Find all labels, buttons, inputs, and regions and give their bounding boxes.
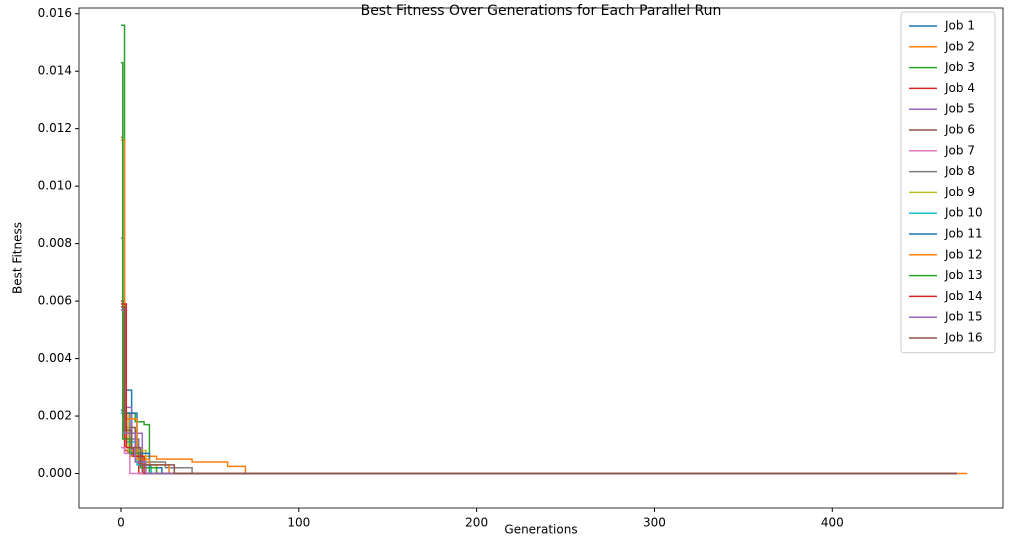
series-line xyxy=(120,409,957,475)
y-axis-label: Best Fitness xyxy=(11,222,25,294)
x-axis-label: Generations xyxy=(504,523,577,537)
x-tick-label: 0 xyxy=(117,516,125,530)
series-line xyxy=(120,446,957,475)
y-tick-label: 0.008 xyxy=(38,236,72,250)
legend-label: Job 2 xyxy=(944,39,975,53)
legend-label: Job 1 xyxy=(944,19,975,33)
legend-label: Job 4 xyxy=(944,81,975,95)
x-tick-label: 200 xyxy=(465,516,488,530)
series-line xyxy=(120,136,968,475)
series-line xyxy=(120,308,957,475)
series-line xyxy=(120,412,957,475)
series-line xyxy=(120,24,957,475)
y-tick-label: 0.006 xyxy=(38,294,72,308)
series-line xyxy=(120,412,957,475)
y-tick-label: 0.004 xyxy=(38,351,72,365)
y-tick-label: 0.016 xyxy=(38,6,72,20)
y-tick-label: 0.010 xyxy=(38,179,72,193)
legend-label: Job 7 xyxy=(944,143,975,157)
legend-label: Job 12 xyxy=(944,247,983,261)
series-line xyxy=(120,412,957,475)
plot-frame xyxy=(78,7,1004,509)
x-tick-label: 100 xyxy=(287,516,310,530)
legend-label: Job 11 xyxy=(944,227,983,241)
series-line xyxy=(120,409,957,475)
series-line xyxy=(120,61,957,475)
legend-label: Job 8 xyxy=(944,164,975,178)
legend-label: Job 3 xyxy=(944,60,975,74)
series-line xyxy=(120,300,957,475)
legend-label: Job 15 xyxy=(944,310,983,324)
legend-label: Job 16 xyxy=(944,331,983,345)
series-line xyxy=(120,303,957,475)
y-tick-label: 0.000 xyxy=(38,466,72,480)
legend-label: Job 6 xyxy=(944,123,975,137)
series-line xyxy=(120,139,957,475)
series-line xyxy=(120,306,957,475)
x-tick-label: 400 xyxy=(821,516,844,530)
legend-label: Job 10 xyxy=(944,206,983,220)
y-tick-label: 0.014 xyxy=(38,64,72,78)
x-tick-label: 300 xyxy=(643,516,666,530)
y-tick-label: 0.002 xyxy=(38,409,72,423)
legend-label: Job 13 xyxy=(944,268,983,282)
legend-box xyxy=(900,11,996,354)
legend-label: Job 9 xyxy=(944,185,975,199)
series-line xyxy=(120,389,957,475)
series-line xyxy=(120,237,957,475)
legend-label: Job 5 xyxy=(944,102,975,116)
chart-title: Best Fitness Over Generations for Each P… xyxy=(361,3,722,19)
legend-label: Job 14 xyxy=(944,289,983,303)
y-tick-label: 0.012 xyxy=(38,121,72,135)
